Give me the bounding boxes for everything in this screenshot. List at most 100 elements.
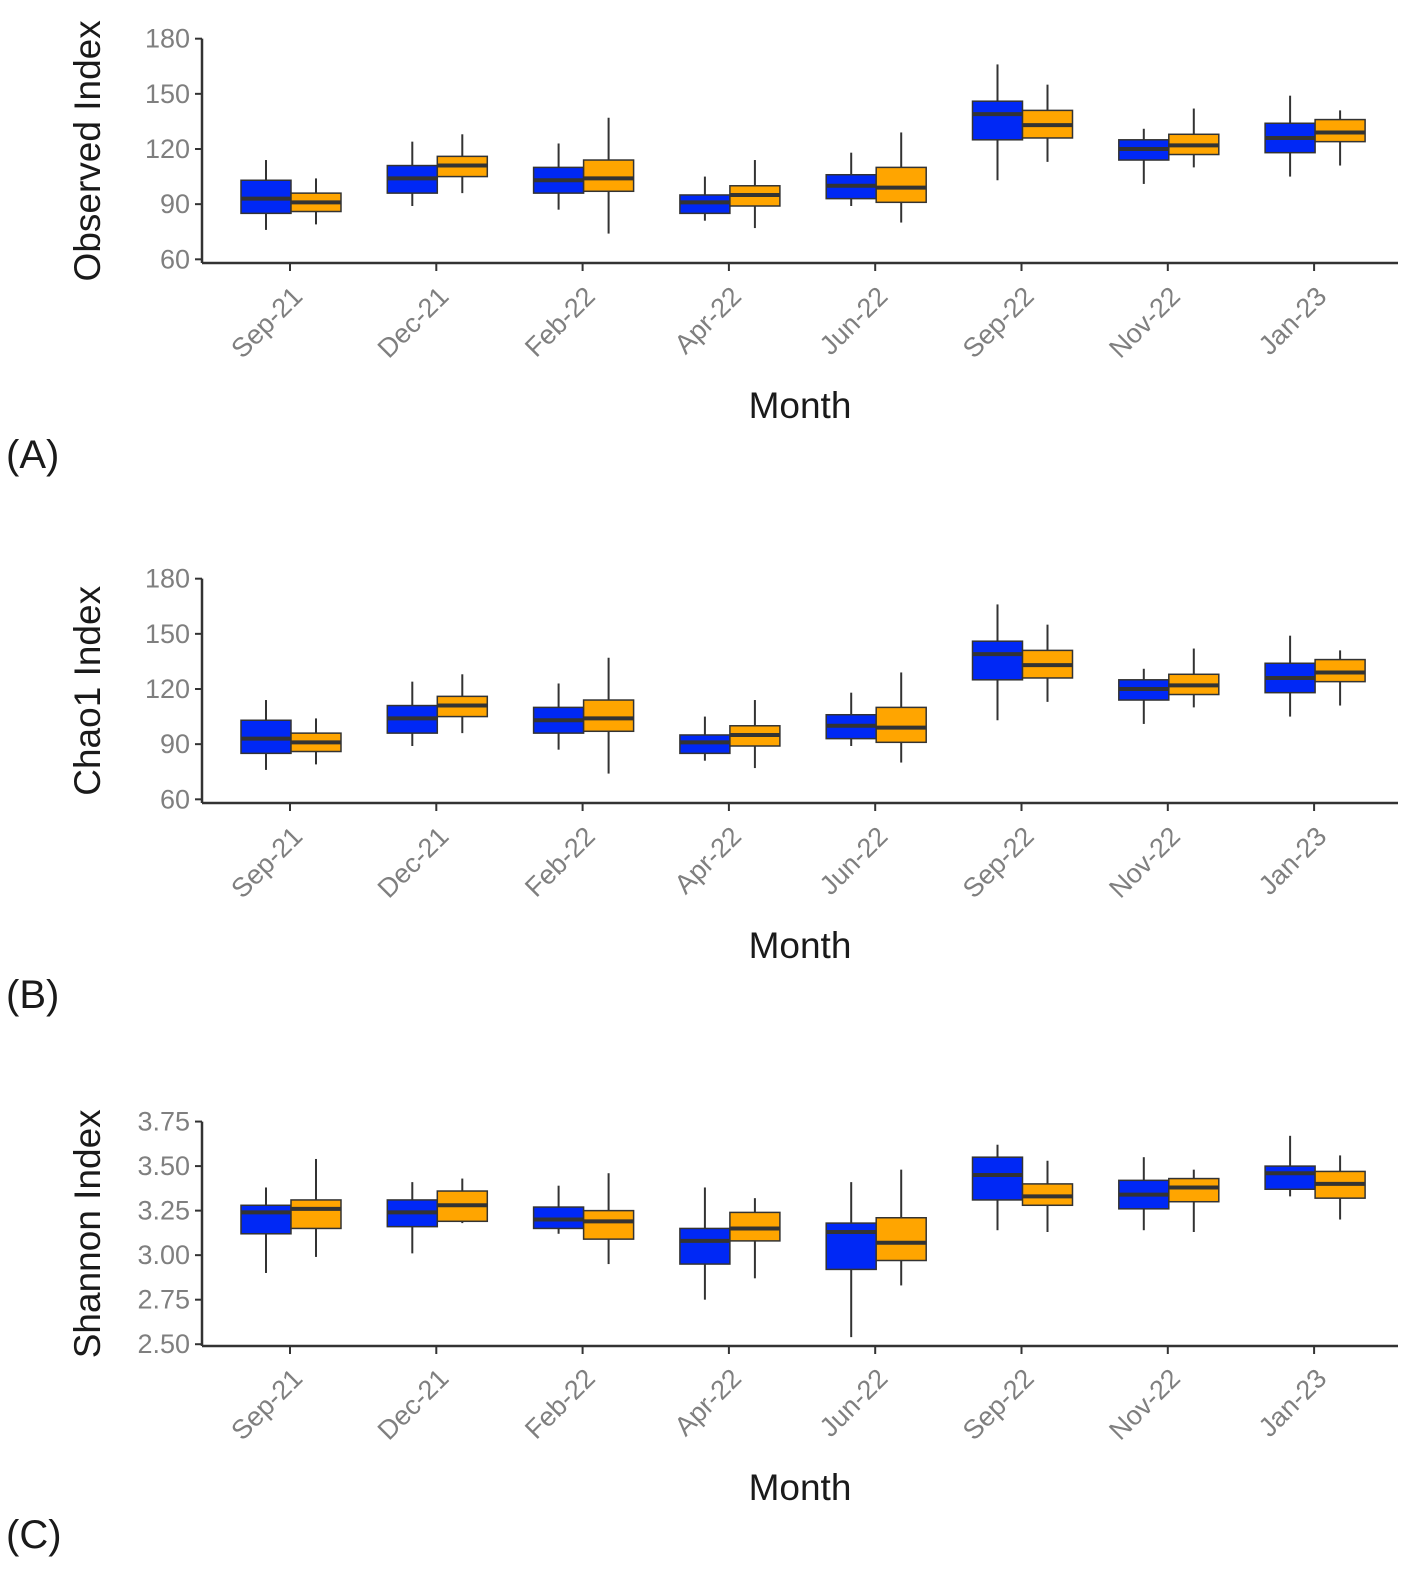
y-tick-label: 60 — [160, 244, 190, 274]
y-axis-title: Shannon Index — [67, 1109, 108, 1358]
panel-label: (B) — [6, 973, 59, 1017]
box-group2-nov-22 — [1168, 108, 1220, 168]
box-body — [971, 640, 1024, 681]
x-tick-label: Apr-22 — [669, 281, 748, 360]
box-body — [1168, 1177, 1220, 1203]
box-group2-sep-21 — [290, 1158, 342, 1257]
box-group2-sep-22 — [1021, 624, 1074, 702]
box-group2-nov-22 — [1168, 648, 1220, 708]
box-group1-feb-22 — [532, 1185, 585, 1234]
box-group1-dec-21 — [386, 141, 439, 206]
x-axis-title: Month — [749, 385, 852, 426]
box-group1-nov-22 — [1118, 128, 1170, 184]
x-tick-label: Dec-21 — [372, 281, 455, 364]
box-group2-apr-22 — [729, 700, 781, 769]
box-group1-dec-21 — [386, 681, 439, 746]
x-tick-label: Jan-23 — [1253, 1363, 1333, 1443]
y-axis-title: Chao1 Index — [67, 585, 108, 795]
x-tick-label: Dec-21 — [372, 821, 455, 904]
y-tick-label: 150 — [145, 79, 190, 109]
y-tick-label: 3.00 — [137, 1240, 190, 1270]
x-tick-label: Sep-21 — [225, 1363, 308, 1446]
box-group2-sep-21 — [290, 718, 342, 765]
box-group2-jun-22 — [875, 132, 927, 223]
box-group1-sep-22 — [971, 1144, 1024, 1231]
panel-label: (A) — [6, 433, 59, 477]
box-group2-jan-23 — [1314, 1155, 1366, 1220]
x-axis-title: Month — [749, 925, 852, 966]
box-group1-sep-21 — [240, 1187, 292, 1273]
x-tick-label: Jun-22 — [814, 281, 894, 361]
y-tick-label: 3.25 — [137, 1196, 190, 1226]
box-group2-jan-23 — [1314, 110, 1366, 166]
y-axis-title: Observed Index — [67, 20, 108, 282]
box-group2-apr-22 — [729, 1198, 781, 1279]
y-tick-label: 90 — [160, 189, 190, 219]
y-tick-label: 150 — [145, 619, 190, 649]
x-tick-label: Sep-22 — [957, 1363, 1040, 1446]
x-tick-label: Sep-22 — [957, 281, 1040, 364]
box-group2-apr-22 — [729, 160, 781, 229]
box-group2-sep-22 — [1021, 1160, 1074, 1232]
x-tick-label: Sep-22 — [957, 821, 1040, 904]
box-group1-jun-22 — [825, 692, 877, 746]
y-tick-label: 3.75 — [137, 1107, 190, 1137]
box-group1-dec-21 — [386, 1182, 439, 1254]
x-tick-label: Feb-22 — [519, 281, 601, 363]
x-tick-label: Jan-23 — [1253, 281, 1333, 361]
panel-a: 60 90 120 150 180 Sep-21 Dec-21 Feb-22 Apr-22 Jun… — [6, 20, 1398, 477]
box-body — [240, 1204, 292, 1235]
y-tick-label: 180 — [145, 564, 190, 594]
box-group1-apr-22 — [679, 176, 731, 221]
box-body — [875, 1217, 927, 1262]
x-tick-label: Sep-21 — [225, 281, 308, 364]
x-tick-label: Nov-22 — [1103, 281, 1186, 364]
x-tick-label: Jun-22 — [814, 821, 894, 901]
panel-label: (C) — [6, 1513, 62, 1557]
box-group2-dec-21 — [436, 674, 489, 734]
box-group1-apr-22 — [679, 716, 731, 761]
x-tick-label: Apr-22 — [669, 1363, 748, 1442]
box-group1-sep-21 — [240, 160, 292, 230]
box-group1-apr-22 — [679, 1187, 731, 1300]
y-tick-label: 180 — [145, 24, 190, 54]
panel-c: 2.50 2.75 3.00 3.25 3.50 3.75 Sep-21 Dec-21 Feb-… — [6, 1107, 1398, 1557]
x-tick-label: Jan-23 — [1253, 821, 1333, 901]
y-tick-label: 2.50 — [137, 1329, 190, 1359]
box-body — [582, 159, 635, 193]
box-group2-dec-21 — [436, 134, 489, 194]
x-axis-title: Month — [749, 1467, 852, 1508]
y-tick-label: 60 — [160, 784, 190, 814]
y-tick-label: 120 — [145, 674, 190, 704]
panel-b: 60 90 120 150 180 Sep-21 Dec-21 Feb-22 Apr-22 Jun… — [6, 564, 1398, 1017]
box-body — [679, 1227, 731, 1265]
x-tick-label: Feb-22 — [519, 821, 601, 903]
x-tick-label: Dec-21 — [372, 1363, 455, 1446]
box-group1-jun-22 — [825, 152, 877, 206]
box-group2-jun-22 — [875, 672, 927, 763]
box-group1-jan-23 — [1264, 635, 1316, 717]
box-group2-jun-22 — [875, 1169, 927, 1286]
x-tick-label: Jun-22 — [814, 1363, 894, 1443]
x-tick-label: Apr-22 — [669, 821, 748, 900]
box-group2-feb-22 — [582, 117, 635, 234]
y-tick-label: 120 — [145, 134, 190, 164]
box-group1-nov-22 — [1118, 1157, 1170, 1231]
box-body — [582, 699, 635, 733]
x-tick-label: Feb-22 — [519, 1363, 601, 1445]
x-tick-label: Sep-21 — [225, 821, 308, 904]
box-group2-nov-22 — [1168, 1169, 1220, 1232]
x-tick-label: Nov-22 — [1103, 1363, 1186, 1446]
box-body — [1264, 1165, 1316, 1190]
box-group1-jan-23 — [1264, 95, 1316, 177]
box-group2-feb-22 — [582, 657, 635, 774]
box-body — [971, 100, 1024, 141]
box-body — [971, 1156, 1024, 1201]
box-group2-sep-22 — [1021, 84, 1074, 162]
y-tick-label: 90 — [160, 729, 190, 759]
box-group2-dec-21 — [436, 1178, 489, 1224]
box-group1-feb-22 — [532, 683, 585, 750]
box-group2-jan-23 — [1314, 650, 1366, 706]
box-group1-sep-22 — [971, 604, 1024, 721]
